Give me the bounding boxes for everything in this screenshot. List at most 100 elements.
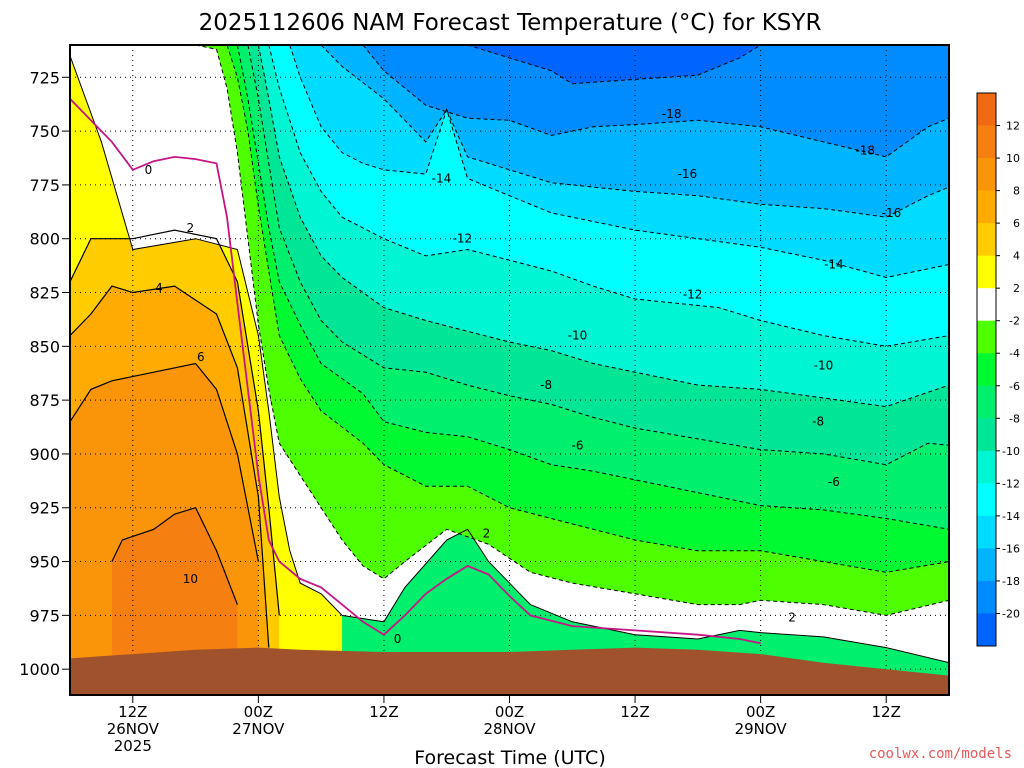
colorbar-swatch (977, 320, 996, 354)
colorbar-label: 8 (1013, 185, 1020, 198)
y-tick-label: 950 (29, 553, 60, 572)
contour-line-2 (70, 55, 949, 664)
contour-label: -16 (678, 167, 698, 181)
contour-label: -14 (432, 171, 452, 185)
colorbar-swatch (977, 450, 996, 484)
colorbar-label: -16 (1002, 542, 1020, 555)
colorbar-label: 4 (1013, 250, 1020, 263)
contour-label: -18 (855, 143, 875, 157)
colorbar-swatch (977, 580, 996, 614)
colorbar-label: -10 (1002, 445, 1020, 458)
contour-label: 10 (183, 572, 198, 586)
x-tick-label: 12Z (872, 703, 901, 721)
y-tick-label: 900 (29, 445, 60, 464)
contour-label: -8 (812, 415, 824, 429)
colorbar-label: -2 (1009, 315, 1020, 328)
colorbar-swatch (977, 548, 996, 582)
colorbar-swatch (977, 158, 996, 192)
colorbar-label: 10 (1006, 152, 1020, 165)
colorbar-swatch (977, 125, 996, 159)
contour-labels: 0 2 4 6 10 0 2 -6 -8 -10 -12 -14 -18 -16 -12 -18 -16 -14 -… (145, 107, 902, 646)
colorbar-label: 6 (1013, 217, 1020, 230)
colorbar-label: -20 (1002, 607, 1020, 620)
contour-label: 2 (788, 611, 796, 625)
contour-line-minus-2 (153, 45, 949, 616)
y-tick-label: 750 (29, 122, 60, 141)
colorbar-swatch (977, 483, 996, 517)
contour-line-4 (70, 229, 280, 616)
x-tick-label: 2025 (114, 737, 152, 755)
terrain-surface (70, 647, 949, 695)
x-tick-label: 00Z (746, 703, 775, 721)
colorbar-label: 12 (1006, 120, 1020, 133)
contour-label: -18 (662, 107, 682, 121)
x-tick-label: 26NOV (107, 720, 160, 738)
y-tick-label: 925 (29, 499, 60, 518)
contour-label: -10 (568, 329, 588, 343)
y-axis-ticks: 725 750 775 800 825 850 875 900 925 950 975 1000 (19, 68, 70, 679)
y-tick-label: 800 (29, 230, 60, 249)
colorbar-label: -18 (1002, 575, 1020, 588)
x-tick-label: 00Z (495, 703, 524, 721)
colorbar-swatch (977, 515, 996, 549)
contour-label: 6 (197, 350, 205, 364)
contour-label: -12 (683, 288, 703, 302)
colorbar-legend: 12 10 8 6 4 2 -2 -4 -6 -8 -10 -12 -14 -16 -18 -20 (976, 92, 1020, 647)
colorbar-swatch (977, 613, 996, 647)
contour-line-8 (70, 362, 259, 562)
y-tick-label: 975 (29, 606, 60, 625)
contour-line-minus-20 (467, 45, 761, 85)
contour-label: -6 (572, 438, 584, 452)
colorbar-label: -4 (1009, 347, 1020, 360)
contour-label: 0 (394, 632, 402, 646)
contour-line-minus-10 (257, 45, 949, 408)
contour-line-minus-14 (289, 45, 949, 279)
contour-label: -14 (824, 258, 844, 272)
y-tick-label: 1000 (19, 660, 60, 679)
colorbar-swatch (977, 223, 996, 257)
y-tick-label: 875 (29, 391, 60, 410)
chart-title: 2025112606 NAM Forecast Temperature (°C)… (199, 10, 822, 36)
temperature-bands (70, 45, 949, 695)
colorbar-swatch (977, 418, 996, 452)
y-tick-label: 825 (29, 284, 60, 303)
colorbar-swatch (977, 288, 996, 322)
x-tick-label: 28NOV (483, 720, 536, 738)
contour-lines (70, 45, 949, 664)
contour-line-minus-4 (226, 45, 949, 573)
contour-line-minus-12 (268, 45, 949, 347)
colorbar-frame (976, 92, 997, 647)
contour-label: -8 (540, 378, 552, 392)
y-tick-label: 775 (29, 176, 60, 195)
contour-label: -16 (882, 206, 902, 220)
contour-label: 2 (483, 527, 491, 541)
colorbar-label: -12 (1002, 477, 1020, 490)
x-tick-label: 12Z (118, 703, 147, 721)
colorbar-swatch (977, 190, 996, 224)
contour-label: 0 (145, 163, 153, 177)
contour-label: -12 (453, 232, 473, 246)
colorbar-swatch (977, 255, 996, 289)
contour-line-6 (70, 285, 270, 648)
contour-label: -6 (828, 475, 840, 489)
source-credit[interactable]: coolwx.com/models (869, 746, 1012, 762)
contour-line-minus-8 (247, 45, 949, 466)
contour-line-10 (111, 506, 238, 605)
x-tick-label: 12Z (369, 703, 398, 721)
band-above-10 (111, 507, 238, 659)
y-tick-label: 725 (29, 68, 60, 87)
colorbar-label: -6 (1009, 380, 1020, 393)
colorbar-swatch (977, 93, 996, 127)
band-below-minus-20 (467, 45, 949, 84)
x-axis-label: Forecast Time (UTC) (414, 747, 605, 768)
y-tick-label: 850 (29, 337, 60, 356)
colorbar-label: -8 (1009, 412, 1020, 425)
plot-area: 0 2 4 6 10 0 2 -6 -8 -10 -12 -14 -18 -16 -12 -18 -16 -14 -… (70, 45, 949, 695)
x-tick-label: 00Z (244, 703, 273, 721)
contour-line-minus-18 (362, 45, 949, 158)
x-tick-label: 29NOV (735, 720, 788, 738)
contour-label: 2 (187, 221, 195, 235)
grid-lines (70, 45, 949, 695)
